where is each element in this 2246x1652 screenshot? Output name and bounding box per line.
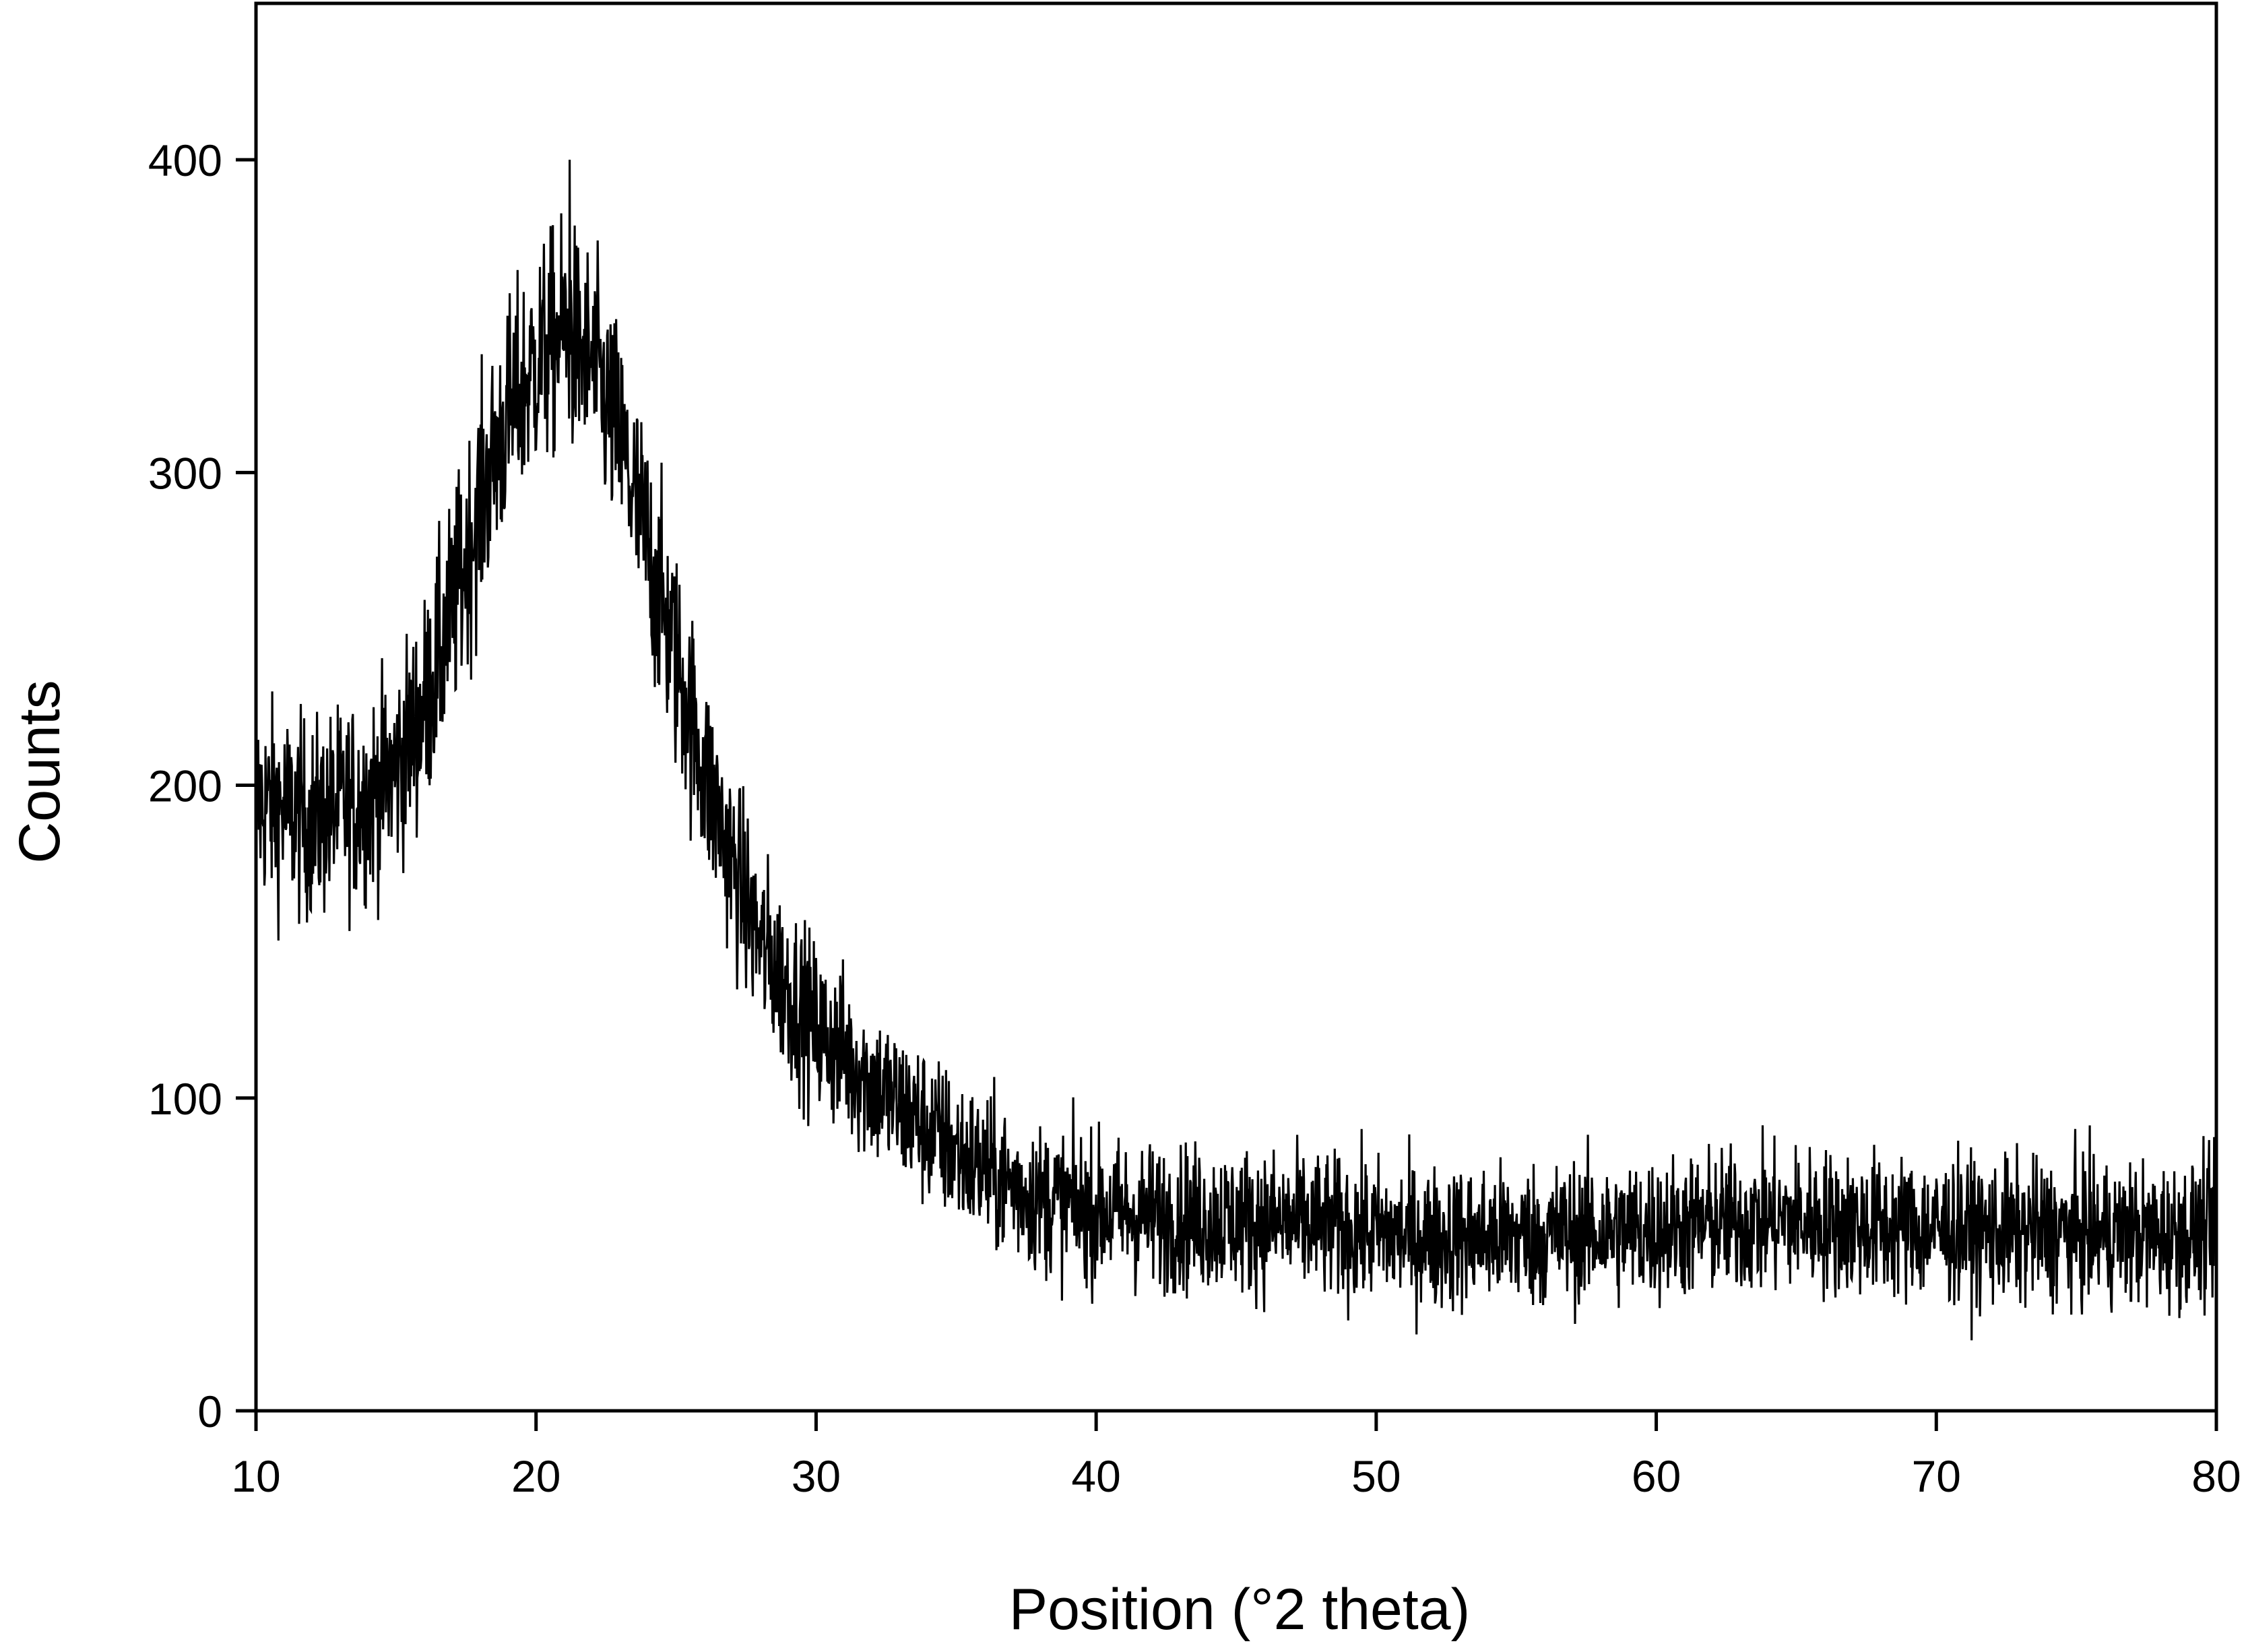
y-tick-label: 400	[148, 135, 222, 185]
x-tick-label: 40	[1071, 1451, 1120, 1501]
x-tick-label: 30	[792, 1451, 841, 1501]
y-tick-label: 0	[197, 1387, 222, 1436]
x-tick-label: 10	[231, 1451, 280, 1501]
data-trace	[255, 160, 2217, 1341]
x-tick-label: 60	[1632, 1451, 1681, 1501]
y-tick-label: 100	[148, 1074, 222, 1124]
y-tick-label: 200	[148, 761, 222, 811]
y-axis-title: Counts	[7, 680, 72, 864]
x-tick-label: 50	[1351, 1451, 1401, 1501]
plot-area	[254, 1, 2218, 1413]
y-tick-label: 300	[148, 448, 222, 498]
x-tick-label: 70	[1912, 1451, 1961, 1501]
x-tick-label: 80	[2191, 1451, 2241, 1501]
x-tick-label: 20	[511, 1451, 560, 1501]
x-axis: 10 20 30 40 50 60 70 80	[231, 1411, 2241, 1501]
x-axis-title: Position (°2 theta)	[1009, 1577, 1471, 1642]
y-axis: 0 100 200 300 400	[148, 135, 256, 1436]
plot-frame	[254, 1, 2218, 1413]
